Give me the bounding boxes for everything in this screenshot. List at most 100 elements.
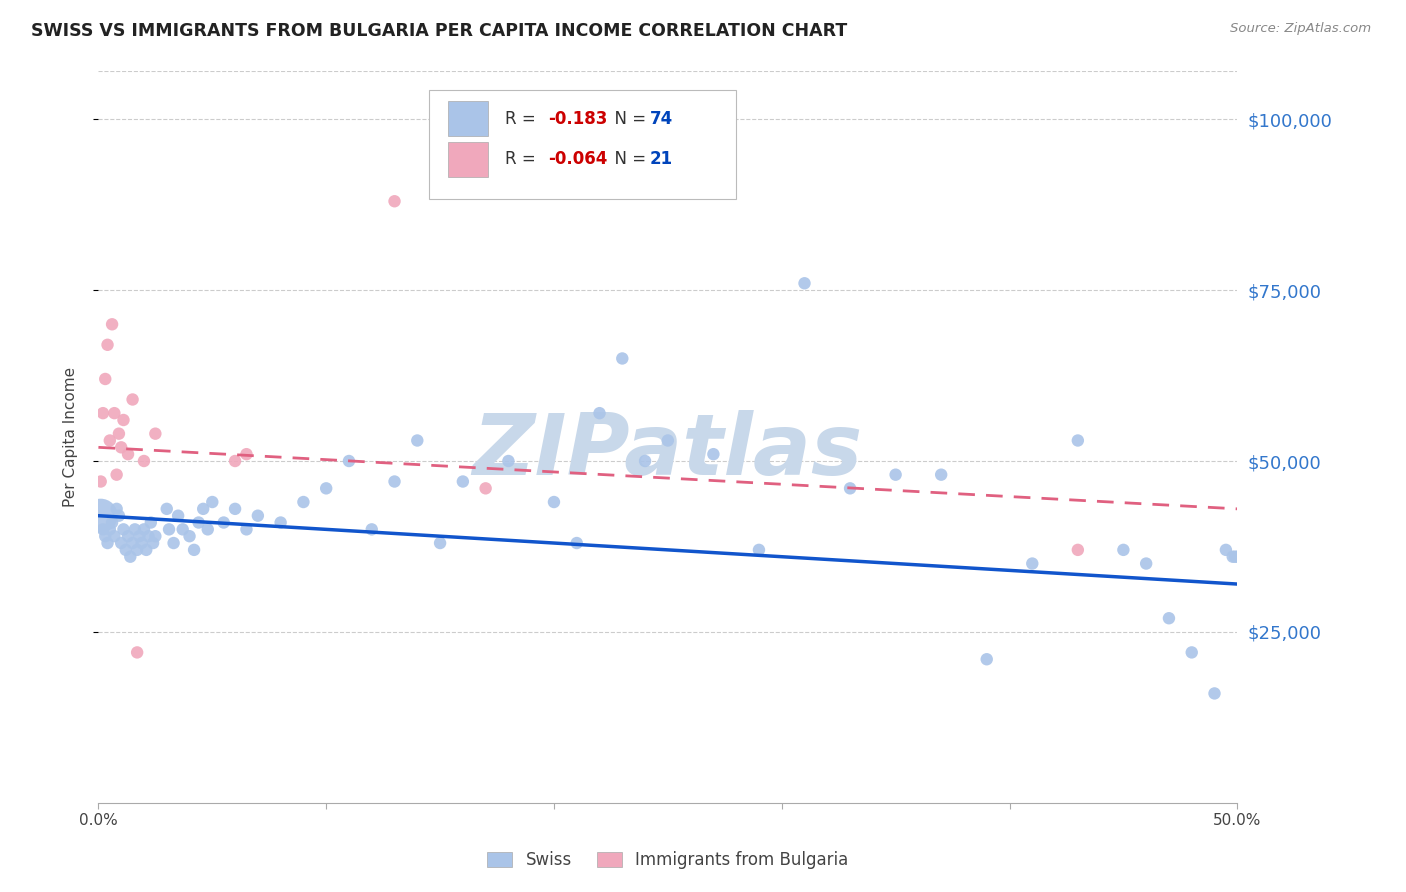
Point	[91, 522, 114, 536]
Point	[702, 447, 724, 461]
Text: R =: R =	[505, 110, 547, 128]
Point	[110, 440, 132, 454]
Point	[1067, 542, 1090, 557]
Point	[124, 522, 146, 536]
Point	[1181, 645, 1204, 659]
Point	[94, 372, 117, 386]
Point	[112, 522, 135, 536]
Point	[212, 516, 235, 530]
Point	[193, 501, 215, 516]
Point	[1021, 557, 1043, 571]
Point	[187, 516, 209, 530]
Point	[105, 467, 128, 482]
Point	[127, 645, 149, 659]
Point	[315, 481, 337, 495]
Point	[337, 454, 360, 468]
Point	[565, 536, 588, 550]
Point	[145, 529, 167, 543]
Text: N =: N =	[605, 150, 651, 168]
Point	[929, 467, 952, 482]
Point	[884, 467, 907, 482]
FancyBboxPatch shape	[429, 90, 737, 200]
Point	[91, 406, 114, 420]
Point	[657, 434, 679, 448]
Point	[120, 549, 142, 564]
FancyBboxPatch shape	[449, 142, 488, 177]
Point	[612, 351, 634, 366]
Point	[131, 536, 153, 550]
Text: ZIPatlas: ZIPatlas	[472, 410, 863, 493]
Point	[108, 508, 131, 523]
Point	[105, 501, 128, 516]
Point	[793, 277, 815, 291]
Legend: Swiss, Immigrants from Bulgaria: Swiss, Immigrants from Bulgaria	[481, 845, 855, 876]
Point	[135, 542, 157, 557]
Point	[98, 522, 121, 536]
Point	[235, 447, 257, 461]
Point	[96, 338, 118, 352]
Point	[179, 529, 201, 543]
Text: -0.064: -0.064	[548, 150, 607, 168]
Y-axis label: Per Capita Income: Per Capita Income	[63, 367, 77, 508]
Point	[103, 406, 125, 420]
Point	[121, 536, 143, 550]
Point	[634, 454, 657, 468]
Point	[98, 434, 121, 448]
Point	[498, 454, 520, 468]
Point	[114, 542, 136, 557]
Point	[1226, 549, 1249, 564]
Point	[127, 542, 149, 557]
Point	[1222, 549, 1244, 564]
Point	[162, 536, 184, 550]
Point	[429, 536, 451, 550]
Point	[121, 392, 143, 407]
Point	[197, 522, 219, 536]
Point	[138, 529, 160, 543]
Point	[183, 542, 205, 557]
Point	[132, 522, 155, 536]
Text: R =: R =	[505, 150, 547, 168]
Point	[360, 522, 382, 536]
Point	[132, 454, 155, 468]
Point	[1215, 542, 1237, 557]
Point	[145, 426, 167, 441]
Point	[1135, 557, 1157, 571]
Point	[543, 495, 565, 509]
Text: SWISS VS IMMIGRANTS FROM BULGARIA PER CAPITA INCOME CORRELATION CHART: SWISS VS IMMIGRANTS FROM BULGARIA PER CA…	[31, 22, 848, 40]
Point	[384, 475, 406, 489]
Point	[112, 413, 135, 427]
Point	[588, 406, 610, 420]
Point	[201, 495, 224, 509]
Point	[1067, 434, 1090, 448]
Text: 21: 21	[650, 150, 672, 168]
Point	[94, 529, 117, 543]
Point	[474, 481, 496, 495]
Point	[451, 475, 474, 489]
Point	[117, 529, 139, 543]
Point	[406, 434, 429, 448]
Point	[839, 481, 862, 495]
Text: Source: ZipAtlas.com: Source: ZipAtlas.com	[1230, 22, 1371, 36]
Point	[172, 522, 194, 536]
Point	[142, 536, 165, 550]
Point	[748, 542, 770, 557]
Point	[103, 529, 125, 543]
Point	[224, 501, 246, 516]
Point	[117, 447, 139, 461]
Point	[976, 652, 998, 666]
Point	[90, 508, 112, 523]
Text: -0.183: -0.183	[548, 110, 607, 128]
FancyBboxPatch shape	[449, 102, 488, 136]
Point	[156, 501, 179, 516]
Point	[90, 475, 112, 489]
Point	[224, 454, 246, 468]
Point	[110, 536, 132, 550]
Point	[157, 522, 180, 536]
Point	[108, 426, 131, 441]
Text: 74: 74	[650, 110, 673, 128]
Point	[1204, 686, 1226, 700]
Point	[235, 522, 257, 536]
Point	[167, 508, 190, 523]
Point	[96, 536, 118, 550]
Point	[139, 516, 162, 530]
